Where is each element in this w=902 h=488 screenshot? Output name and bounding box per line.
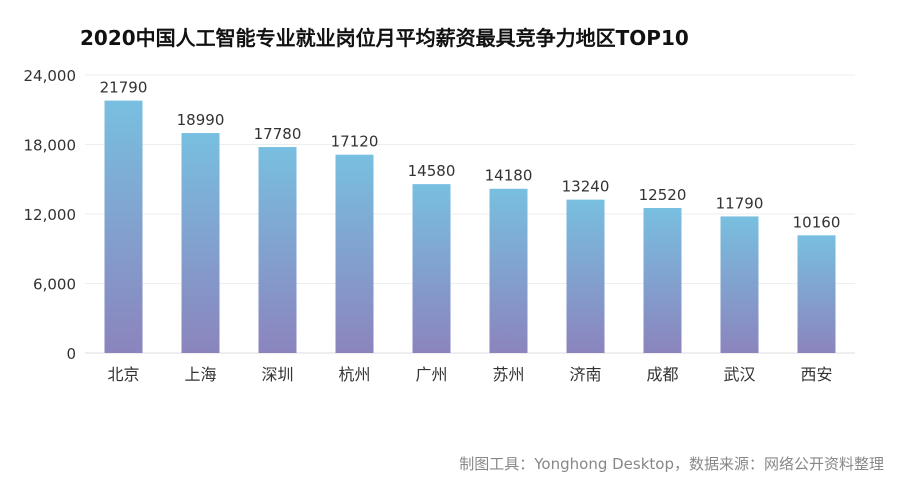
x-tick-label: 苏州 (492, 365, 524, 384)
value-label: 17780 (254, 125, 302, 143)
y-tick-label: 6,000 (33, 276, 76, 294)
chart-title: 2020中国人工智能专业就业岗位月平均薪资最具竞争力地区TOP10 (80, 26, 689, 50)
bar (643, 207, 682, 353)
value-label: 14580 (408, 162, 456, 180)
bar (720, 216, 759, 353)
x-tick-label: 成都 (646, 365, 678, 384)
x-tick-label: 武汉 (723, 365, 755, 384)
y-tick-label: 24,000 (24, 67, 77, 85)
value-label: 13240 (562, 178, 610, 196)
y-tick-label: 0 (66, 345, 76, 363)
bar (566, 199, 605, 353)
x-tick-label: 深圳 (261, 365, 293, 384)
x-tick-label: 广州 (415, 365, 447, 384)
value-label: 12520 (639, 186, 687, 204)
bar (489, 188, 528, 353)
x-tick-label: 上海 (184, 365, 216, 384)
x-tick-label: 济南 (569, 365, 601, 384)
x-axis: 北京 上海 深圳 杭州 广州 苏州 济南 成都 武汉 西安 (107, 365, 832, 384)
bars (104, 100, 836, 353)
value-label: 18990 (177, 111, 225, 129)
bar (258, 147, 297, 353)
bar-chart: 0 6,000 12,000 18,000 24,000 21790 18990 17780… (24, 67, 855, 384)
value-label: 21790 (100, 79, 148, 97)
x-tick-label: 西安 (800, 365, 832, 384)
x-tick-label: 杭州 (338, 365, 370, 384)
value-label: 10160 (793, 213, 841, 231)
source-note: 制图工具：Yonghong Desktop，数据来源：网络公开资料整理 (459, 455, 884, 473)
bar (797, 235, 836, 353)
bar (335, 154, 374, 353)
bar (104, 100, 143, 353)
value-label: 11790 (716, 194, 764, 212)
y-tick-label: 18,000 (24, 137, 77, 155)
value-labels: 21790 18990 17780 17120 14580 14180 13240 12520… (100, 79, 841, 232)
x-tick-label: 北京 (107, 365, 139, 384)
value-label: 17120 (331, 133, 379, 151)
value-label: 14180 (485, 167, 533, 185)
y-tick-label: 12,000 (24, 206, 77, 224)
bar (412, 184, 451, 353)
y-axis: 0 6,000 12,000 18,000 24,000 (24, 67, 77, 363)
bar (181, 133, 220, 353)
